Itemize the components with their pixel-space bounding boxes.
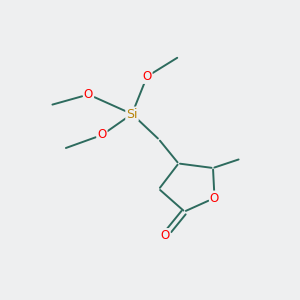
- Text: O: O: [98, 128, 106, 142]
- Text: Si: Si: [126, 107, 138, 121]
- Text: O: O: [160, 229, 169, 242]
- Text: O: O: [210, 191, 219, 205]
- Text: O: O: [142, 70, 152, 83]
- Text: O: O: [84, 88, 93, 101]
